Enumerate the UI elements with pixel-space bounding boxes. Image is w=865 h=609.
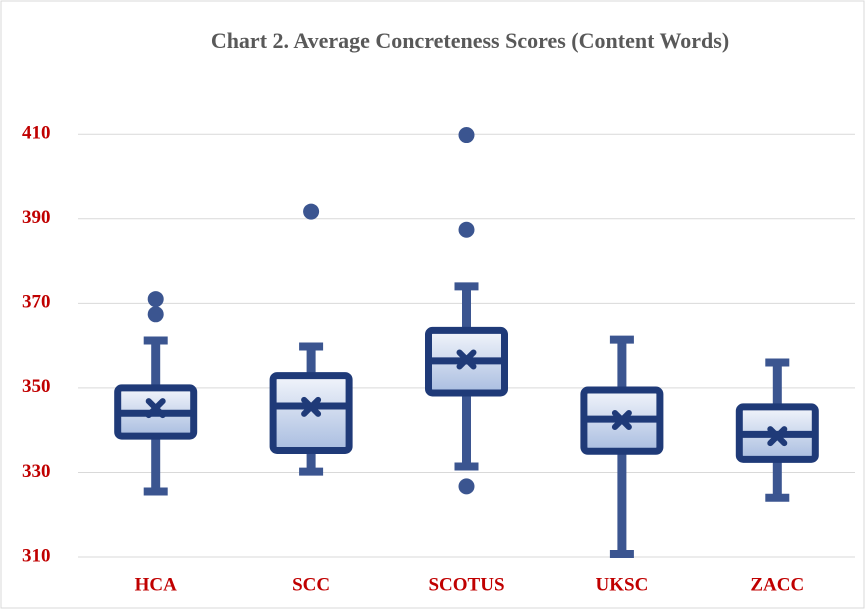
x-tick-label: HCA xyxy=(135,574,178,595)
y-tick-label: 410 xyxy=(22,123,51,144)
x-tick-label: UKSC xyxy=(596,574,649,595)
mean-marker xyxy=(301,396,322,417)
outlier xyxy=(303,203,320,220)
mean-marker xyxy=(456,349,477,370)
mean-marker xyxy=(611,410,632,431)
chart-title: Chart 2. Average Concreteness Scores (Co… xyxy=(211,28,729,53)
mean-marker xyxy=(767,426,788,447)
box xyxy=(269,372,353,454)
y-tick-label: 330 xyxy=(22,461,51,482)
outlier xyxy=(458,127,475,144)
outlier xyxy=(147,306,164,323)
y-tick-label: 310 xyxy=(22,545,51,566)
x-tick-label: SCC xyxy=(292,574,330,595)
x-tick-label: SCOTUS xyxy=(428,574,504,595)
y-tick-label: 350 xyxy=(22,376,51,397)
x-tick-label: ZACC xyxy=(750,574,804,595)
outlier xyxy=(458,221,475,238)
y-tick-label: 390 xyxy=(22,207,51,228)
y-tick-label: 370 xyxy=(22,292,51,313)
outlier xyxy=(147,291,164,308)
outlier xyxy=(458,478,475,495)
mean-marker xyxy=(145,398,166,419)
